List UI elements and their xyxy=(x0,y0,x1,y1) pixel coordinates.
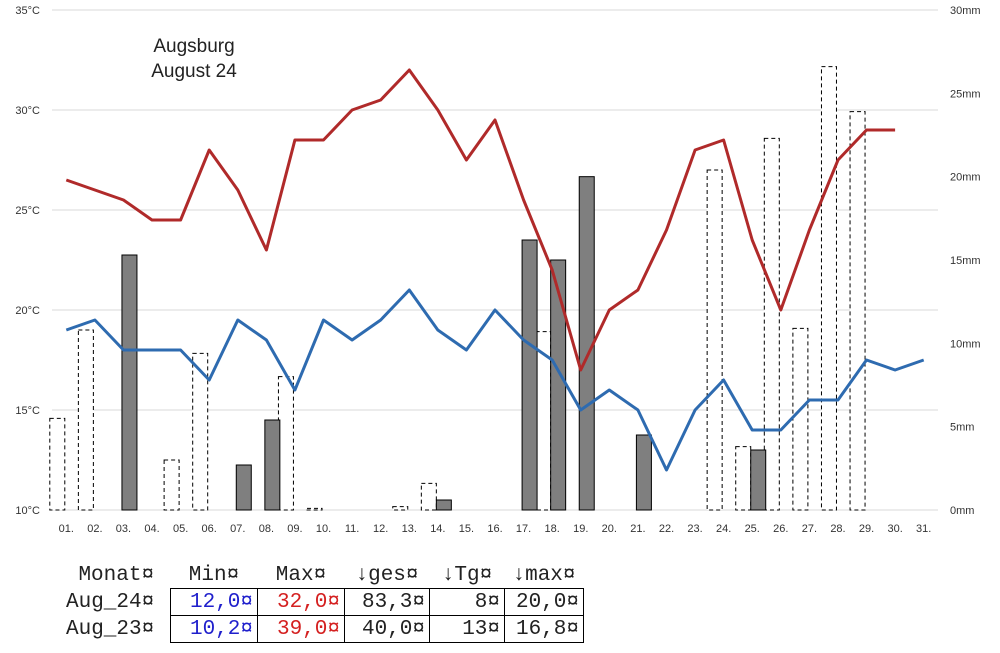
x-tick-label: 30. xyxy=(887,523,902,535)
x-tick-label: 15. xyxy=(459,523,474,535)
x-tick-label: 06. xyxy=(202,523,217,535)
x-axis-ticks: 01. 02. 03. 04. 05. 06. 07. 08. 09. 10. 11. 12. 13. 1… xyxy=(59,523,932,535)
x-tick-label: 08. xyxy=(259,523,274,535)
row-ges: 83,3¤ xyxy=(344,588,430,616)
header-maxp: ↓max¤ xyxy=(512,563,576,587)
row-maxp: 16,8¤ xyxy=(504,615,584,643)
left-tick-label: 30°C xyxy=(15,105,40,117)
precip-bar-dashed xyxy=(277,376,294,511)
precip-bar-solid xyxy=(550,259,567,511)
precip-bar-dashed xyxy=(820,66,837,511)
row-min: 10,2¤ xyxy=(170,615,258,643)
x-tick-label: 05. xyxy=(173,523,188,535)
x-tick-label: 16. xyxy=(487,523,502,535)
x-tick-label: 26. xyxy=(773,523,788,535)
x-tick-label: 04. xyxy=(144,523,159,535)
precip-bars-solid xyxy=(121,176,767,511)
precip-bar-dashed xyxy=(306,507,323,511)
precip-bar-solid xyxy=(521,239,538,511)
x-tick-label: 14. xyxy=(430,523,445,535)
x-tick-label: 10. xyxy=(316,523,331,535)
left-tick-label: 10°C xyxy=(15,505,40,517)
right-tick-label: 25mm xyxy=(950,88,981,100)
precip-bar-dashed xyxy=(849,111,866,511)
left-tick-label: 15°C xyxy=(15,405,40,417)
x-tick-label: 23. xyxy=(687,523,702,535)
right-tick-label: 20mm xyxy=(950,172,981,184)
x-tick-label: 12. xyxy=(373,523,388,535)
precip-bar-solid xyxy=(435,499,452,511)
x-tick-label: 18. xyxy=(545,523,560,535)
header-monat: Monat¤ xyxy=(78,563,155,587)
header-min: Min¤ xyxy=(188,563,240,587)
precip-bar-dashed xyxy=(420,482,437,511)
precip-bar-dashed xyxy=(735,446,752,511)
row-month: Aug_24¤ xyxy=(66,590,155,614)
precip-bar-dashed xyxy=(706,169,723,511)
x-tick-label: 13. xyxy=(402,523,417,535)
left-tick-label: 25°C xyxy=(15,205,40,217)
x-tick-label: 24. xyxy=(716,523,731,535)
x-tick-label: 19. xyxy=(573,523,588,535)
stats-table: Monat¤ Min¤ Max¤ ↓ges¤ ↓Tg¤ ↓max¤ Aug_24… xyxy=(64,562,594,643)
header-max: Max¤ xyxy=(275,563,327,587)
chart-subtitle: August 24 xyxy=(151,61,237,82)
x-tick-label: 25. xyxy=(745,523,760,535)
table-row: Aug_24¤ 12,0¤ 32,0¤ 83,3¤ 8¤ 20,0¤ xyxy=(64,588,584,616)
x-tick-label: 01. xyxy=(59,523,74,535)
precip-bar-dashed xyxy=(392,506,409,511)
row-max: 32,0¤ xyxy=(257,588,345,616)
header-ges: ↓ges¤ xyxy=(355,563,419,587)
x-tick-label: 11. xyxy=(345,523,359,535)
precip-bar-dashed xyxy=(763,137,780,511)
climate-chart: 10°C 15°C 20°C 25°C 30°C 35°C 0mm 5mm 10mm 15mm 2… xyxy=(15,5,981,535)
chart-title: Augsburg xyxy=(153,36,234,57)
x-tick-label: 07. xyxy=(230,523,245,535)
x-tick-label: 09. xyxy=(287,523,302,535)
precip-bar-solid xyxy=(750,449,767,511)
stats-header-row: Monat¤ Min¤ Max¤ ↓ges¤ ↓Tg¤ ↓max¤ xyxy=(64,562,584,589)
precip-bar-dashed xyxy=(77,329,94,511)
row-tg: 13¤ xyxy=(429,615,505,643)
right-tick-label: 30mm xyxy=(950,5,981,17)
precip-bar-solid xyxy=(121,254,138,511)
precip-bar-solid xyxy=(635,434,652,511)
row-ges: 40,0¤ xyxy=(344,615,430,643)
temperature-line xyxy=(65,288,925,472)
precip-bar-solid xyxy=(264,419,281,511)
left-tick-label: 20°C xyxy=(15,305,40,317)
row-tg: 8¤ xyxy=(429,588,505,616)
right-tick-label: 5mm xyxy=(950,422,974,434)
x-tick-label: 22. xyxy=(659,523,674,535)
x-tick-label: 20. xyxy=(602,523,617,535)
temperature-lines xyxy=(65,68,925,472)
x-tick-label: 27. xyxy=(802,523,817,535)
x-tick-label: 17. xyxy=(516,523,531,535)
right-axis-ticks: 0mm 5mm 10mm 15mm 20mm 25mm 30mm xyxy=(950,5,981,517)
row-max: 39,0¤ xyxy=(257,615,345,643)
precip-bar-dashed xyxy=(163,459,180,511)
x-tick-label: 29. xyxy=(859,523,874,535)
x-tick-label: 28. xyxy=(830,523,845,535)
right-tick-label: 10mm xyxy=(950,338,981,350)
left-tick-label: 35°C xyxy=(15,5,40,17)
table-row: Aug_23¤ 10,2¤ 39,0¤ 40,0¤ 13¤ 16,8¤ xyxy=(64,615,584,643)
left-axis-ticks: 10°C 15°C 20°C 25°C 30°C 35°C xyxy=(15,5,40,517)
right-tick-label: 15mm xyxy=(950,255,981,267)
precip-bar-dashed xyxy=(192,352,209,511)
row-month: Aug_23¤ xyxy=(66,617,155,641)
right-tick-label: 0mm xyxy=(950,505,974,517)
x-tick-label: 21. xyxy=(630,523,645,535)
temperature-line xyxy=(65,68,896,372)
precip-bar-solid xyxy=(235,464,252,511)
row-min: 12,0¤ xyxy=(170,588,258,616)
x-tick-label: 03. xyxy=(116,523,131,535)
x-tick-label: 02. xyxy=(87,523,102,535)
row-maxp: 20,0¤ xyxy=(504,588,584,616)
x-tick-label: 31. xyxy=(916,523,931,535)
header-tg: ↓Tg¤ xyxy=(441,563,493,587)
precip-bar-dashed xyxy=(792,327,809,511)
precip-bar-dashed xyxy=(49,417,66,511)
precip-bars-dashed xyxy=(49,66,866,511)
